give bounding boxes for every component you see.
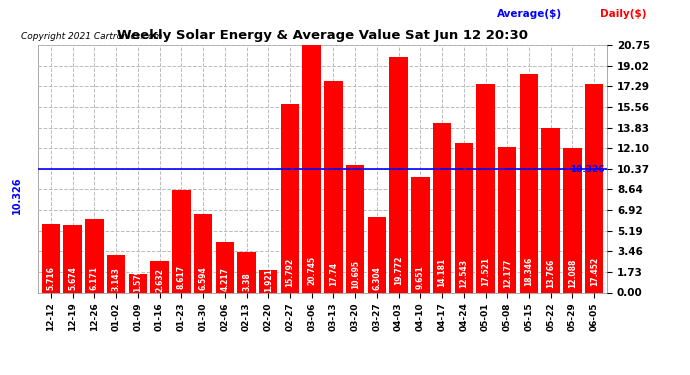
Text: 12.177: 12.177: [503, 259, 512, 288]
Text: 5.674: 5.674: [68, 267, 77, 291]
Bar: [237, 252, 256, 292]
Text: 3.38: 3.38: [242, 273, 251, 291]
Bar: [542, 128, 560, 292]
Text: 18.346: 18.346: [524, 256, 533, 286]
Text: 17.74: 17.74: [329, 262, 338, 286]
Bar: [346, 165, 364, 292]
Text: 6.594: 6.594: [199, 266, 208, 290]
Bar: [389, 57, 408, 292]
Text: 14.181: 14.181: [437, 258, 446, 287]
Text: 2.632: 2.632: [155, 268, 164, 291]
Bar: [433, 123, 451, 292]
Bar: [107, 255, 126, 292]
Text: 9.651: 9.651: [416, 265, 425, 289]
Text: 8.617: 8.617: [177, 265, 186, 290]
Text: 15.792: 15.792: [286, 258, 295, 287]
Title: Weekly Solar Energy & Average Value Sat Jun 12 20:30: Weekly Solar Energy & Average Value Sat …: [117, 30, 528, 42]
Bar: [63, 225, 82, 292]
Bar: [411, 177, 430, 292]
Bar: [520, 74, 538, 292]
Bar: [85, 219, 104, 292]
Bar: [498, 147, 517, 292]
Bar: [281, 104, 299, 292]
Text: 1.579: 1.579: [133, 268, 142, 292]
Bar: [150, 261, 169, 292]
Text: 17.452: 17.452: [590, 257, 599, 286]
Bar: [455, 143, 473, 292]
Bar: [585, 84, 603, 292]
Text: 12.088: 12.088: [568, 259, 577, 288]
Bar: [476, 84, 495, 292]
Text: Daily($): Daily($): [600, 9, 647, 19]
Text: 5.716: 5.716: [46, 267, 55, 291]
Text: 6.304: 6.304: [373, 266, 382, 290]
Text: Average($): Average($): [497, 9, 562, 19]
Text: 12.543: 12.543: [460, 259, 469, 288]
Bar: [563, 148, 582, 292]
Text: 3.143: 3.143: [112, 267, 121, 291]
Bar: [324, 81, 343, 292]
Text: Copyright 2021 Cartronics.com: Copyright 2021 Cartronics.com: [21, 32, 162, 41]
Text: 1.921: 1.921: [264, 268, 273, 292]
Bar: [172, 190, 190, 292]
Bar: [259, 270, 277, 292]
Text: 17.521: 17.521: [481, 257, 490, 286]
Bar: [194, 214, 213, 292]
Text: 4.217: 4.217: [220, 267, 229, 291]
Text: 19.772: 19.772: [394, 256, 403, 285]
Text: 13.766: 13.766: [546, 258, 555, 288]
Bar: [302, 45, 321, 292]
Text: 20.745: 20.745: [307, 256, 316, 285]
Text: 10.326: 10.326: [571, 165, 605, 174]
Text: 6.171: 6.171: [90, 266, 99, 290]
Bar: [128, 274, 147, 292]
Bar: [42, 224, 60, 292]
Bar: [215, 242, 234, 292]
Bar: [368, 217, 386, 292]
Text: 10.695: 10.695: [351, 260, 359, 289]
Text: 10.326: 10.326: [12, 176, 22, 214]
